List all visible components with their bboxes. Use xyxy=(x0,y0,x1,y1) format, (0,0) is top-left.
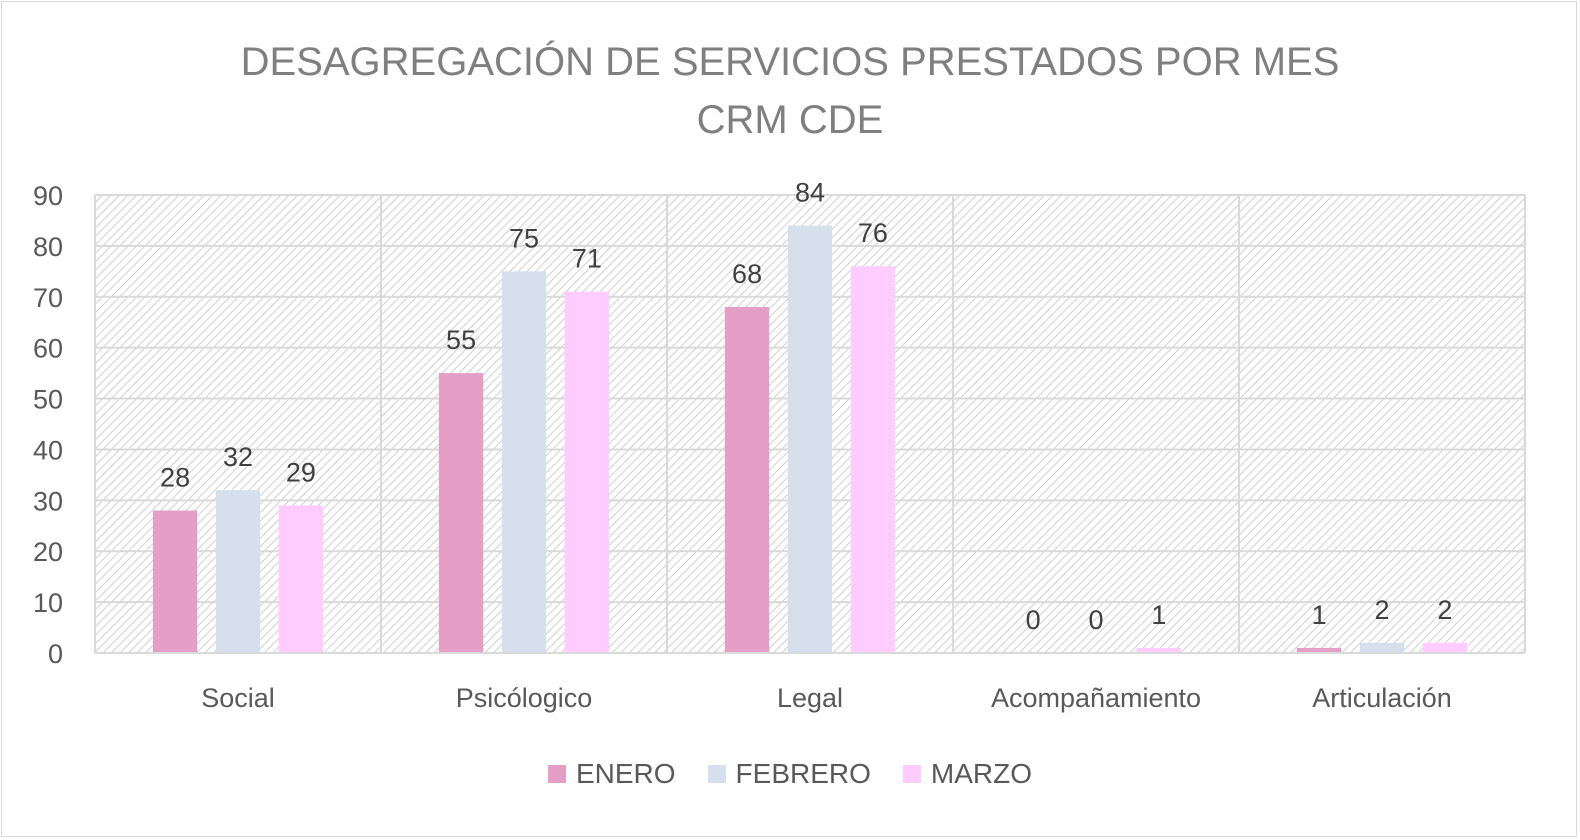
data-label: 0 xyxy=(1088,605,1103,635)
bar xyxy=(438,373,484,653)
bar xyxy=(1422,642,1468,653)
x-tick-label: Social xyxy=(201,683,275,713)
data-label: 68 xyxy=(732,259,762,289)
y-tick-label: 90 xyxy=(33,181,63,211)
data-label: 71 xyxy=(572,244,602,274)
bar xyxy=(501,271,547,653)
data-label: 75 xyxy=(509,223,539,253)
data-label: 1 xyxy=(1151,600,1166,630)
y-tick-label: 50 xyxy=(33,385,63,415)
bar xyxy=(787,225,833,654)
y-tick-label: 10 xyxy=(33,588,63,618)
data-label: 0 xyxy=(1026,605,1041,635)
data-label: 2 xyxy=(1437,595,1452,625)
y-tick-label: 80 xyxy=(33,232,63,262)
x-tick-label: Acompañamiento xyxy=(991,683,1201,713)
legend-item: MARZO xyxy=(902,758,1033,790)
data-label: 32 xyxy=(223,442,253,472)
y-tick-label: 0 xyxy=(48,639,63,669)
legend-item: FEBRERO xyxy=(707,758,871,790)
legend-item: ENERO xyxy=(547,758,676,790)
y-tick-label: 20 xyxy=(33,537,63,567)
chart-title: DESAGREGACIÓN DE SERVICIOS PRESTADOS POR… xyxy=(240,40,1340,84)
y-tick-label: 60 xyxy=(33,334,63,364)
x-tick-label: Articulación xyxy=(1312,683,1452,713)
data-label: 2 xyxy=(1374,595,1389,625)
bar xyxy=(850,266,896,653)
legend-label: MARZO xyxy=(930,758,1033,789)
chart-subtitle: CRM CDE xyxy=(696,98,884,142)
legend: ENERO FEBRERO MARZO xyxy=(0,758,1580,790)
legend-swatch xyxy=(902,765,921,783)
bar xyxy=(724,306,770,653)
data-label: 29 xyxy=(286,457,316,487)
x-tick-label: Psicólogico xyxy=(456,683,593,713)
legend-label: ENERO xyxy=(575,758,676,789)
bar xyxy=(1296,647,1342,653)
bar xyxy=(1136,647,1182,653)
x-tick-label: Legal xyxy=(777,683,843,713)
data-label: 28 xyxy=(160,463,190,493)
y-tick-label: 40 xyxy=(33,435,63,465)
data-label: 84 xyxy=(795,178,825,208)
y-tick-label: 30 xyxy=(33,486,63,516)
legend-swatch xyxy=(547,765,566,783)
legend-label: FEBRERO xyxy=(735,758,871,789)
bar xyxy=(564,291,610,653)
bar xyxy=(1359,642,1405,653)
bar xyxy=(278,505,324,653)
bar xyxy=(215,490,261,653)
bar xyxy=(152,510,198,653)
data-label: 1 xyxy=(1312,600,1327,630)
data-label: 55 xyxy=(446,325,476,355)
y-tick-label: 70 xyxy=(33,283,63,313)
legend-swatch xyxy=(707,765,726,783)
data-label: 76 xyxy=(858,218,888,248)
